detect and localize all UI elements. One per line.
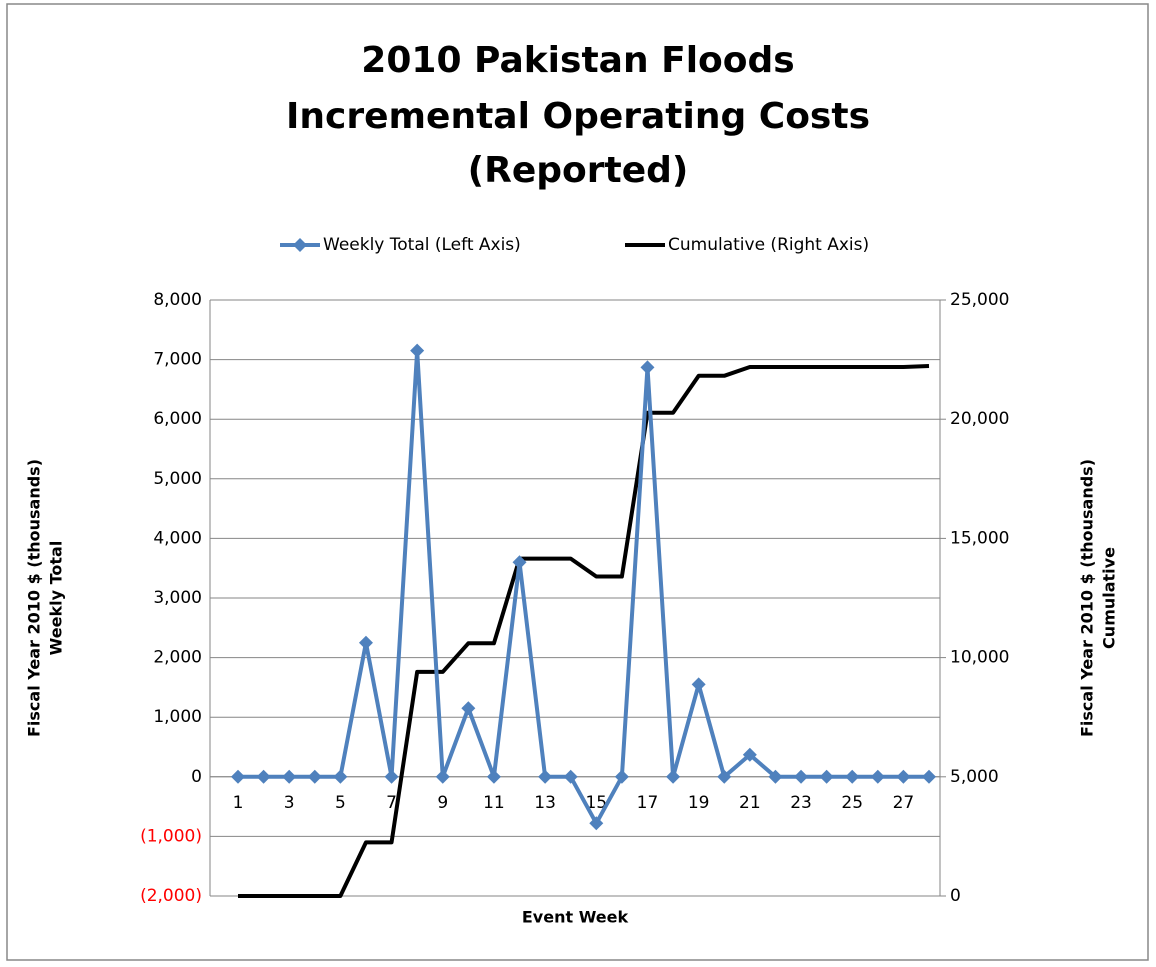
y2-tick-label: 20,000 [950, 409, 1009, 429]
point-marker [282, 769, 297, 784]
legend-marker [293, 238, 307, 252]
y-tick-label: 4,000 [153, 528, 202, 548]
legend-label: Cumulative (Right Axis) [668, 235, 869, 255]
x-tick-label: 7 [386, 793, 397, 813]
y-tick-label: 5,000 [153, 469, 202, 489]
x-tick-label: 15 [585, 793, 607, 813]
y-tick-label: 7,000 [153, 350, 202, 370]
y-axis-label-line: Fiscal Year 2010 $ (thousands) [25, 459, 44, 737]
point-marker [435, 769, 450, 784]
y2-tick-label: 0 [950, 886, 961, 906]
legend-label: Weekly Total (Left Axis) [323, 235, 521, 255]
y-tick-label: (1,000) [140, 826, 202, 846]
y2-axis-label-line: Cumulative [1100, 547, 1119, 649]
x-tick-label: 9 [437, 793, 448, 813]
point-marker [307, 769, 322, 784]
y-tick-label: 1,000 [153, 707, 202, 727]
point-marker [589, 816, 604, 831]
point-marker [486, 769, 501, 784]
y-axis-label-line: Weekly Total [47, 541, 66, 656]
series-line [238, 348, 929, 826]
point-marker [410, 343, 425, 358]
point-marker [819, 769, 834, 784]
point-marker [666, 769, 681, 784]
y2-tick-label: 15,000 [950, 528, 1009, 548]
point-marker [922, 769, 936, 784]
y2-tick-label: 25,000 [950, 290, 1009, 310]
point-marker [845, 769, 860, 784]
point-marker [231, 769, 245, 784]
chart-title: 2010 Pakistan Floods [361, 40, 794, 81]
y2-axis-label: Fiscal Year 2010 $ (thousands) Cumulativ… [1078, 459, 1119, 737]
point-marker [691, 677, 706, 692]
point-marker [256, 769, 271, 784]
point-marker [717, 769, 732, 784]
point-marker [538, 769, 553, 784]
x-tick-label: 23 [790, 793, 812, 813]
y-tick-label: 6,000 [153, 409, 202, 429]
x-tick-label: 11 [483, 793, 505, 813]
y-tick-label: 3,000 [153, 588, 202, 608]
point-marker [768, 769, 783, 784]
y-tick-label: 2,000 [153, 648, 202, 668]
x-tick-label: 1 [233, 793, 244, 813]
y-tick-label: 8,000 [153, 290, 202, 310]
chart-title: Incremental Operating Costs [286, 96, 870, 137]
point-marker [384, 769, 399, 784]
x-axis-label: Event Week [522, 908, 629, 927]
y2-axis-label-line: Fiscal Year 2010 $ (thousands) [1078, 459, 1097, 737]
x-tick-label: 17 [637, 793, 659, 813]
point-marker [640, 360, 655, 375]
y2-tick-label: 5,000 [950, 767, 999, 787]
chart-title: (Reported) [468, 150, 689, 191]
point-marker [512, 555, 527, 570]
x-tick-label: 19 [688, 793, 710, 813]
point-marker [614, 769, 629, 784]
x-tick-label: 21 [739, 793, 761, 813]
y2-tick-label: 10,000 [950, 648, 1009, 668]
y-axis-label: Fiscal Year 2010 $ (thousands) Weekly To… [25, 459, 66, 737]
point-marker [333, 769, 348, 784]
series-line [238, 364, 930, 898]
x-tick-label: 25 [841, 793, 863, 813]
x-tick-label: 5 [335, 793, 346, 813]
point-marker [870, 769, 885, 784]
point-marker [358, 635, 373, 650]
x-tick-label: 27 [893, 793, 915, 813]
chart-frame [6, 3, 1149, 961]
x-tick-label: 3 [284, 793, 295, 813]
y-tick-label: (2,000) [140, 886, 202, 906]
x-tick-label: 13 [534, 793, 556, 813]
point-marker [461, 701, 476, 716]
point-marker [896, 769, 911, 784]
point-marker [742, 747, 757, 762]
y-tick-label: 0 [191, 767, 202, 787]
point-marker [563, 769, 578, 784]
point-marker [794, 769, 809, 784]
